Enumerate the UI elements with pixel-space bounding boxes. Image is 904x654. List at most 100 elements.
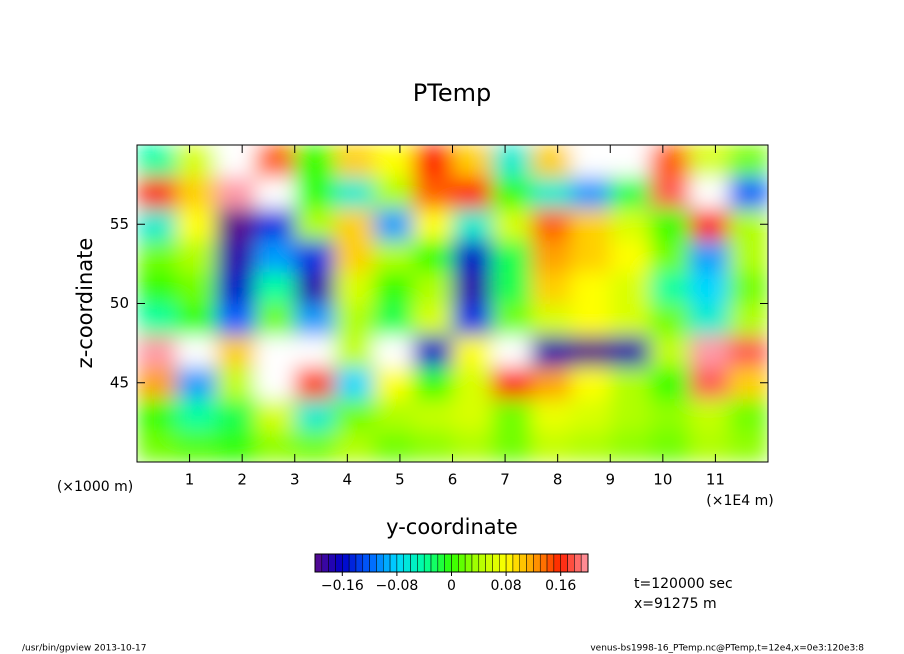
colorbar-swatch [410, 553, 418, 573]
cell [728, 335, 768, 368]
x-tick-label: 11 [706, 471, 725, 489]
cell [610, 208, 651, 241]
cell [531, 366, 572, 400]
colorbar-swatch [451, 553, 459, 573]
cell [255, 366, 296, 400]
cell [334, 398, 375, 431]
cell [491, 176, 532, 209]
cell [294, 366, 335, 400]
cell [176, 271, 217, 304]
y-tick-label: 45 [110, 373, 129, 391]
cell [294, 208, 335, 241]
cell [649, 430, 690, 462]
colorbar-swatch [423, 553, 432, 573]
colorbar-swatch [505, 553, 514, 573]
colorbar-swatch [464, 553, 473, 573]
x-tick-label: 5 [395, 471, 405, 489]
cell [491, 430, 532, 462]
colorbar-swatch [533, 553, 541, 573]
cell [610, 430, 651, 462]
colorbar-swatch [376, 553, 384, 573]
x-tick-label: 1 [185, 471, 195, 489]
cell [334, 208, 375, 241]
cell [570, 145, 611, 178]
cell [728, 145, 768, 178]
y-tick-label: 50 [110, 294, 129, 312]
cell [610, 398, 651, 431]
cell [452, 398, 493, 431]
y-axis-label: z-coordinate [73, 238, 97, 369]
x-tick-label: 2 [237, 471, 247, 489]
cell [334, 145, 375, 178]
cell [452, 271, 493, 304]
cell [570, 176, 611, 209]
field-cells [137, 145, 768, 462]
cell [570, 335, 611, 368]
cell [215, 176, 256, 209]
colorbar-swatch [342, 553, 350, 573]
cell [649, 176, 690, 209]
cell [334, 430, 375, 462]
cell [215, 430, 256, 462]
cell [689, 335, 730, 368]
cell [137, 430, 177, 462]
cell [570, 208, 611, 241]
cell [413, 176, 453, 209]
cell [255, 303, 296, 336]
cell [491, 271, 532, 304]
colorbar-swatch [492, 553, 500, 573]
cell [294, 335, 335, 368]
cell [531, 176, 572, 209]
cell [728, 176, 768, 209]
x-tick-label: 8 [553, 471, 563, 489]
cell [137, 176, 177, 209]
colorbar-swatch [437, 553, 445, 573]
cell [413, 398, 453, 431]
cell [413, 145, 453, 178]
cell [728, 271, 768, 304]
colorbar-swatch [546, 553, 555, 573]
cell [649, 240, 690, 273]
cell [137, 335, 177, 368]
cell [452, 240, 493, 273]
cell [294, 240, 335, 273]
cell [215, 240, 256, 273]
cell [689, 303, 730, 336]
x-axis-label: y-coordinate [386, 515, 518, 539]
note: x=91275 m [634, 596, 717, 612]
footer: venus-bs1998-16_PTemp.nc@PTemp,t=12e4,x=… [590, 644, 864, 654]
cell [294, 271, 335, 304]
cell [610, 366, 651, 400]
colorbar-swatch [526, 553, 534, 573]
colorbar-swatch [314, 553, 323, 573]
x-tick-label: 3 [290, 471, 300, 489]
cell [491, 240, 532, 273]
cell [255, 271, 296, 304]
cell [176, 145, 217, 178]
cell [689, 145, 730, 178]
cell [334, 335, 375, 368]
note: t=120000 sec [634, 576, 733, 592]
colorbar-tick-label: 0 [447, 578, 456, 594]
cell [215, 303, 256, 336]
y-tick-label: 55 [110, 215, 129, 233]
cell [334, 366, 375, 400]
colorbar-swatch [328, 553, 336, 573]
cell [649, 271, 690, 304]
x-tick-label: 4 [343, 471, 353, 489]
cell [491, 398, 532, 431]
cell [649, 398, 690, 431]
cell [728, 240, 768, 273]
cell [570, 366, 611, 400]
colorbar-swatch [539, 553, 548, 573]
cell [255, 335, 296, 368]
cell [215, 398, 256, 431]
cell [215, 208, 256, 241]
cell [452, 208, 493, 241]
colorbar-swatch [348, 553, 357, 573]
cell [610, 335, 651, 368]
colorbar-tick-label: −0.16 [321, 578, 364, 594]
cell [570, 303, 611, 336]
colorbar-swatch [458, 553, 466, 573]
